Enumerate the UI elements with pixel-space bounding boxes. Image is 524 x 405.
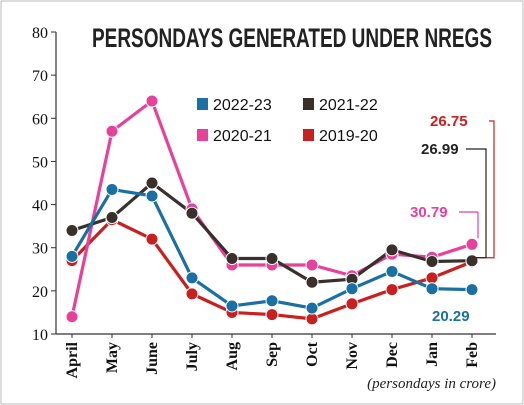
legend-label: 2020-21 <box>213 128 272 145</box>
data-point-2019-20 <box>265 308 279 322</box>
x-tick-label: Dec <box>384 342 401 368</box>
data-point-2019-20 <box>345 297 359 311</box>
y-tick-label: 30 <box>32 241 48 258</box>
y-tick-label: 80 <box>32 25 48 42</box>
data-point-2022-23 <box>385 264 399 278</box>
data-point-2021-22 <box>465 254 479 268</box>
axes: 10 20 30 40 50 60 70 80 April May June July Aug Sep Oc… <box>32 25 496 378</box>
data-point-2022-23 <box>425 282 439 296</box>
x-tick-label: June <box>144 342 161 375</box>
units-note: (persondays in crore) <box>367 376 496 392</box>
data-point-2022-23 <box>225 299 239 313</box>
data-point-2021-22 <box>425 255 439 269</box>
legend: 2022-23 2021-22 2020-21 2019-20 <box>197 97 378 145</box>
data-point-2020-21 <box>105 124 119 138</box>
x-tick-label: April <box>64 341 81 378</box>
x-tick-label: Oct <box>304 341 321 367</box>
data-point-2019-20 <box>145 232 159 246</box>
data-point-2022-23 <box>265 294 279 308</box>
data-point-2020-21 <box>465 237 479 251</box>
series-lines <box>65 94 479 326</box>
y-tick-label: 40 <box>32 198 48 215</box>
data-point-2021-22 <box>385 243 399 257</box>
data-point-2021-22 <box>305 275 319 289</box>
legend-swatch <box>197 98 208 110</box>
x-tick-label: May <box>104 342 121 373</box>
data-label-2021-22: 26.99 <box>421 141 459 158</box>
data-point-2022-23 <box>345 282 359 296</box>
data-point-2020-21 <box>65 310 79 324</box>
data-point-2019-20 <box>385 283 399 297</box>
x-tick-label: Jan <box>424 342 441 367</box>
data-label-2019-20: 26.75 <box>430 113 468 130</box>
x-tick-label: Sep <box>264 342 281 367</box>
x-tick-label: Feb <box>464 342 481 368</box>
x-tick-label: Nov <box>344 342 361 370</box>
x-tick-label: July <box>184 342 201 371</box>
data-point-2021-22 <box>105 211 119 225</box>
y-tick-label: 20 <box>32 284 48 301</box>
data-point-2021-22 <box>65 223 79 237</box>
legend-swatch <box>303 129 314 141</box>
data-point-2021-22 <box>265 252 279 265</box>
legend-label: 2021-22 <box>319 97 378 114</box>
data-point-2019-20 <box>305 312 319 326</box>
data-label-2020-21: 30.79 <box>410 204 448 221</box>
data-label-2022-23: 20.29 <box>432 308 470 325</box>
legend-swatch <box>197 129 208 141</box>
data-point-2021-22 <box>185 206 199 220</box>
data-point-2020-21 <box>305 258 319 272</box>
y-tick-label: 60 <box>32 111 48 128</box>
legend-label: 2019-20 <box>319 128 378 145</box>
leader-line-2021-22 <box>466 148 487 259</box>
x-tick-label: Aug <box>224 342 241 370</box>
data-point-2021-22 <box>145 176 159 190</box>
legend-label: 2022-23 <box>213 97 272 114</box>
legend-swatch <box>303 98 314 110</box>
chart-title: PERSONDAYS GENERATED UNDER NREGS <box>92 23 492 53</box>
data-point-2019-20 <box>185 287 199 301</box>
data-point-2022-23 <box>65 249 79 263</box>
data-point-2021-22 <box>225 252 239 265</box>
y-tick-label: 50 <box>32 154 48 171</box>
data-point-2022-23 <box>465 283 479 297</box>
data-point-2019-20 <box>425 271 439 285</box>
data-point-2022-23 <box>185 271 199 285</box>
data-point-2022-23 <box>145 189 159 203</box>
y-tick-label: 10 <box>32 327 48 344</box>
data-point-2022-23 <box>305 301 319 315</box>
data-point-2020-21 <box>145 94 159 108</box>
data-point-2022-23 <box>105 182 119 196</box>
annotations: 26.75 26.99 30.79 20.29 <box>410 113 495 325</box>
y-tick-label: 70 <box>32 68 48 85</box>
